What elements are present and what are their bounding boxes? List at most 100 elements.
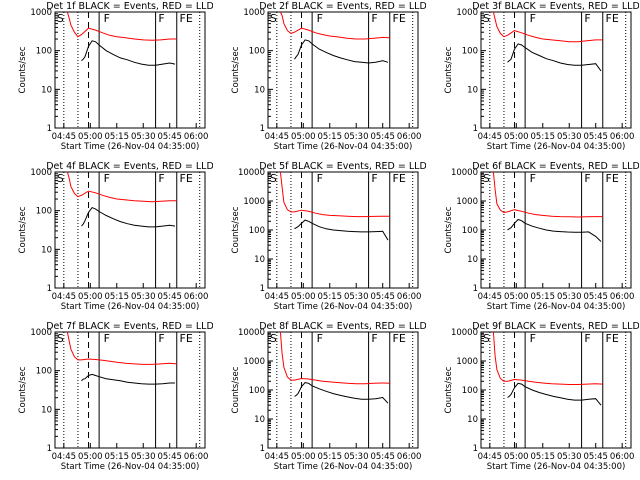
region-label: F: [371, 332, 377, 345]
x-tick-label: 06:00: [610, 292, 635, 302]
plot-title: Det 5f BLACK = Events, RED = LLD: [259, 161, 426, 172]
x-tick-label: 05:45: [157, 132, 182, 142]
x-tick-label: 04:45: [478, 292, 503, 302]
x-axis-label: Start Time (26-Nov-04 04:35:00): [61, 462, 200, 472]
y-tick-label: 1: [47, 284, 52, 294]
region-label: S: [57, 332, 64, 345]
region-label: FE: [606, 172, 619, 185]
region-label: F: [371, 12, 377, 25]
series-line-events: [294, 39, 389, 64]
series-line-lld: [66, 331, 177, 365]
y-axis-label: Counts/sec: [231, 206, 241, 253]
x-tick-label: 05:30: [344, 452, 369, 462]
y-tick-label: 100: [36, 47, 52, 57]
region-label: F: [104, 12, 110, 25]
region-label: FE: [606, 332, 619, 345]
region-label: F: [530, 332, 536, 345]
plot-frame: [480, 11, 632, 129]
y-axis-label: Counts/sec: [18, 206, 28, 253]
region-label: F: [317, 332, 323, 345]
region-label: FE: [393, 12, 406, 25]
series-line-lld: [492, 331, 603, 385]
detector-plot-panel: Det 7f BLACK = Events, RED = LLD 1 10 100 10…: [18, 321, 213, 472]
region-label: FE: [180, 12, 193, 25]
x-tick-label: 04:45: [52, 452, 77, 462]
region-label: FE: [606, 12, 619, 25]
series-line-lld: [279, 11, 390, 40]
x-tick-label: 05:15: [105, 292, 130, 302]
series-line-lld: [66, 11, 177, 41]
x-tick-label: 05:15: [318, 132, 343, 142]
y-tick-label: 1000: [30, 8, 52, 18]
region-label: FE: [180, 172, 193, 185]
series-line-lld: [492, 11, 603, 43]
series-line-events: [81, 373, 175, 385]
x-tick-label: 05:00: [504, 292, 529, 302]
y-tick-label: 10: [254, 415, 265, 425]
x-tick-label: 06:00: [610, 132, 635, 142]
x-tick-label: 04:45: [478, 132, 503, 142]
x-tick-label: 05:45: [370, 132, 395, 142]
region-label: S: [57, 12, 64, 25]
x-axis-label: Start Time (26-Nov-04 04:35:00): [487, 462, 626, 472]
y-tick-label: 10: [467, 85, 478, 95]
region-label: F: [371, 172, 377, 185]
y-axis-label: Counts/sec: [231, 46, 241, 93]
series-line-events: [81, 40, 176, 66]
y-tick-label: 1: [47, 444, 52, 454]
region-label: S: [270, 12, 277, 25]
y-tick-label: 1000: [30, 328, 52, 338]
region-label: S: [270, 172, 277, 185]
region-label: F: [584, 172, 590, 185]
x-tick-label: 05:00: [78, 292, 103, 302]
x-tick-label: 04:45: [478, 452, 503, 462]
x-tick-label: 04:45: [265, 452, 290, 462]
x-tick-label: 05:45: [157, 292, 182, 302]
detector-plot-panel: Det 5f BLACK = Events, RED = LLD 1 10 100 10…: [231, 161, 426, 312]
region-label: F: [158, 172, 164, 185]
y-tick-label: 100: [36, 367, 52, 377]
y-tick-label: 1000: [243, 357, 265, 367]
x-tick-label: 05:30: [557, 292, 582, 302]
detector-plot-panel: Det 8f BLACK = Events, RED = LLD 1 10 100 10…: [231, 321, 426, 472]
x-tick-label: 05:45: [370, 292, 395, 302]
y-tick-label: 10: [41, 245, 52, 255]
y-tick-label: 1000: [456, 197, 478, 207]
y-tick-label: 100: [249, 226, 265, 236]
x-tick-label: 06:00: [184, 132, 209, 142]
x-tick-label: 05:00: [78, 452, 103, 462]
series-line-lld: [279, 171, 390, 218]
x-tick-label: 06:00: [397, 132, 422, 142]
x-axis-label: Start Time (26-Nov-04 04:35:00): [61, 302, 200, 312]
series-line-lld: [279, 331, 390, 385]
x-tick-label: 06:00: [397, 292, 422, 302]
y-tick-label: 100: [249, 386, 265, 396]
x-tick-label: 05:45: [583, 132, 608, 142]
detector-plot-panel: Det 2f BLACK = Events, RED = LLD 1 10 100 10…: [231, 1, 426, 152]
x-tick-label: 04:45: [265, 292, 290, 302]
region-label: F: [584, 332, 590, 345]
detector-plot-panel: Det 3f BLACK = Events, RED = LLD 1 10 100 10…: [444, 1, 639, 152]
region-label: F: [317, 172, 323, 185]
region-label: FE: [393, 332, 406, 345]
x-tick-label: 05:30: [557, 452, 582, 462]
plot-frame: [54, 331, 206, 449]
x-tick-label: 05:45: [157, 452, 182, 462]
x-tick-label: 05:00: [504, 452, 529, 462]
region-label: F: [584, 12, 590, 25]
series-line-events: [507, 43, 602, 72]
y-tick-label: 10: [254, 85, 265, 95]
plot-title: Det 2f BLACK = Events, RED = LLD: [259, 1, 426, 12]
series-line-events: [294, 219, 389, 241]
region-label: F: [158, 12, 164, 25]
region-label: F: [317, 12, 323, 25]
y-tick-label: 1000: [243, 197, 265, 207]
x-tick-label: 05:30: [131, 292, 156, 302]
region-label: S: [483, 172, 490, 185]
y-tick-label: 100: [462, 226, 478, 236]
x-tick-label: 05:15: [318, 452, 343, 462]
plot-frame: [54, 171, 206, 289]
y-tick-label: 1: [260, 284, 265, 294]
x-axis-label: Start Time (26-Nov-04 04:35:00): [274, 462, 413, 472]
